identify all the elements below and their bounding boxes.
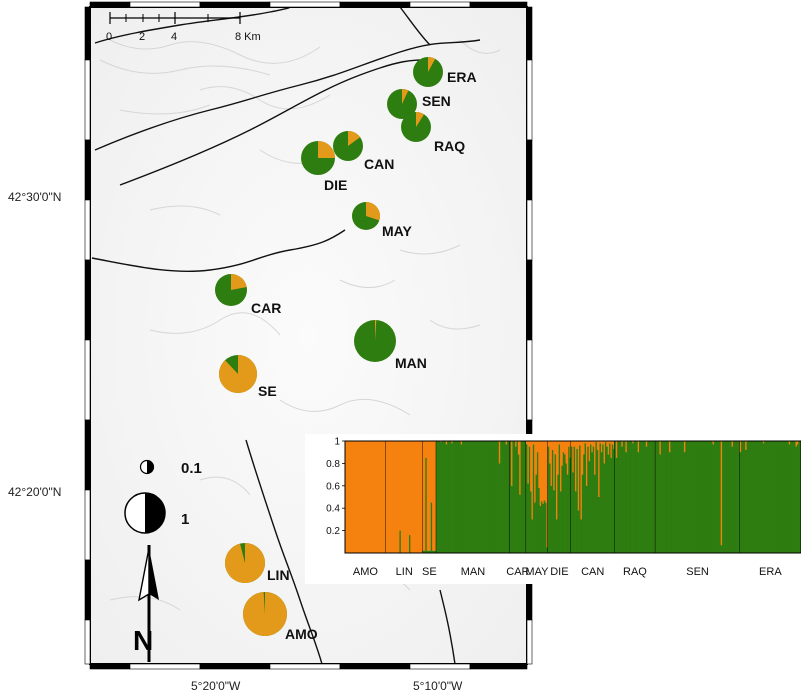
frame-segment-left <box>85 260 90 340</box>
pie-label-raq: RAQ <box>434 138 465 154</box>
frame-segment-top <box>340 2 410 7</box>
pie-label-die: DIE <box>324 177 347 193</box>
y-tick-label: 0.6 <box>326 481 340 492</box>
lon-label-5-20: 5°20'0"W <box>191 679 241 693</box>
frame-segment-top <box>270 2 340 7</box>
frame-segment-left <box>85 60 90 140</box>
y-tick-label: 0.2 <box>326 526 340 537</box>
frame-segment-bottom <box>340 664 410 669</box>
frame-segment-right <box>527 60 532 140</box>
pie-slice-orange <box>219 355 257 393</box>
frame-segment-bottom <box>130 664 200 669</box>
frame-segment-bottom <box>470 664 527 669</box>
group-label-amo: AMO <box>353 566 379 578</box>
group-label-lin: LIN <box>396 566 413 578</box>
lat-label-42-20: 42°20'0"N <box>8 485 61 499</box>
legend-label-small: 0.1 <box>181 460 202 477</box>
legend-label-large: 1 <box>181 511 189 528</box>
frame-segment-left <box>85 490 90 560</box>
pie-slice-orange <box>225 543 265 583</box>
group-label-raq: RAQ <box>623 566 647 578</box>
frame-segment-right <box>527 260 532 340</box>
frame-segment-left <box>85 7 90 60</box>
group-label-era: ERA <box>759 566 782 578</box>
group-label-can: CAN <box>581 566 604 578</box>
frame-segment-right <box>527 620 532 664</box>
frame-segment-left <box>85 560 90 620</box>
frame-segment-top <box>90 2 130 7</box>
frame-segment-right <box>527 7 532 60</box>
chart-bars <box>345 441 801 553</box>
group-label-sen: SEN <box>686 566 709 578</box>
frame-segment-top <box>200 2 270 7</box>
frame-segment-bottom <box>90 664 130 669</box>
pie-label-amo: AMO <box>285 626 318 642</box>
frame-segment-left <box>85 340 90 420</box>
group-label-se: SE <box>422 566 437 578</box>
pie-label-car: CAR <box>251 300 281 316</box>
frame-segment-bottom <box>410 664 470 669</box>
frame-segment-top <box>130 2 200 7</box>
legend-circle-large <box>125 493 165 533</box>
structure-chart: 0.20.40.60.81 AMO LIN SE MAN CARMAY DIE CAN RAQ… <box>305 434 801 584</box>
y-tick-label: 1 <box>334 437 340 448</box>
pie-label-lin: LIN <box>267 567 290 583</box>
lon-label-5-10: 5°10'0"W <box>413 679 463 693</box>
scale-tick-8km: 8 Km <box>235 31 261 43</box>
lat-label-42-30: 42°30'0"N <box>8 190 61 204</box>
frame-segment-left <box>85 620 90 664</box>
north-letter: N <box>133 625 153 656</box>
pie-label-may: MAY <box>382 223 412 239</box>
frame-segment-right <box>527 200 532 260</box>
frame-segment-right <box>527 340 532 420</box>
y-tick-label: 0.4 <box>326 504 340 515</box>
pie-label-can: CAN <box>364 156 394 172</box>
frame-segment-left <box>85 420 90 490</box>
frame-segment-left <box>85 200 90 260</box>
scale-tick-2: 2 <box>139 31 145 43</box>
frame-segment-top <box>410 2 470 7</box>
pie-label-se: SE <box>258 383 277 399</box>
pie-label-sen: SEN <box>422 93 451 109</box>
pie-label-man: MAN <box>395 355 427 371</box>
frame-segment-bottom <box>270 664 340 669</box>
frame-segment-right <box>527 140 532 200</box>
pie-label-era: ERA <box>447 69 477 85</box>
frame-segment-top <box>470 2 527 7</box>
group-label-man: MAN <box>461 566 486 578</box>
legend-circle-small <box>141 461 154 474</box>
y-tick-label: 0.8 <box>326 459 340 470</box>
scale-tick-4: 4 <box>171 31 177 43</box>
scale-tick-0: 0 <box>106 31 112 43</box>
frame-segment-left <box>85 140 90 200</box>
frame-segment-bottom <box>200 664 270 669</box>
group-label-may: MAY <box>525 566 549 578</box>
group-label-die: DIE <box>550 566 568 578</box>
